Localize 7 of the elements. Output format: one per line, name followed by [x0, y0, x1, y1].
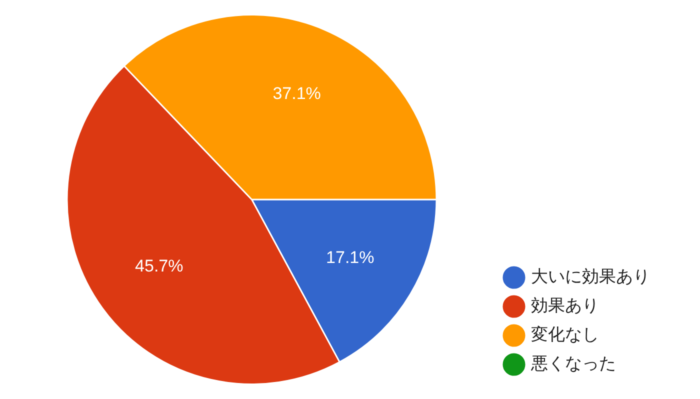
data-label: 17.1% — [326, 248, 374, 267]
legend-label: 変化なし — [531, 325, 599, 344]
legend-label: 大いに効果あり — [531, 267, 650, 286]
data-label: 37.1% — [272, 84, 321, 103]
legend-label: 悪くなった — [530, 354, 616, 374]
data-label: 45.7% — [135, 256, 184, 276]
legend-label: 効果あり — [531, 296, 599, 316]
